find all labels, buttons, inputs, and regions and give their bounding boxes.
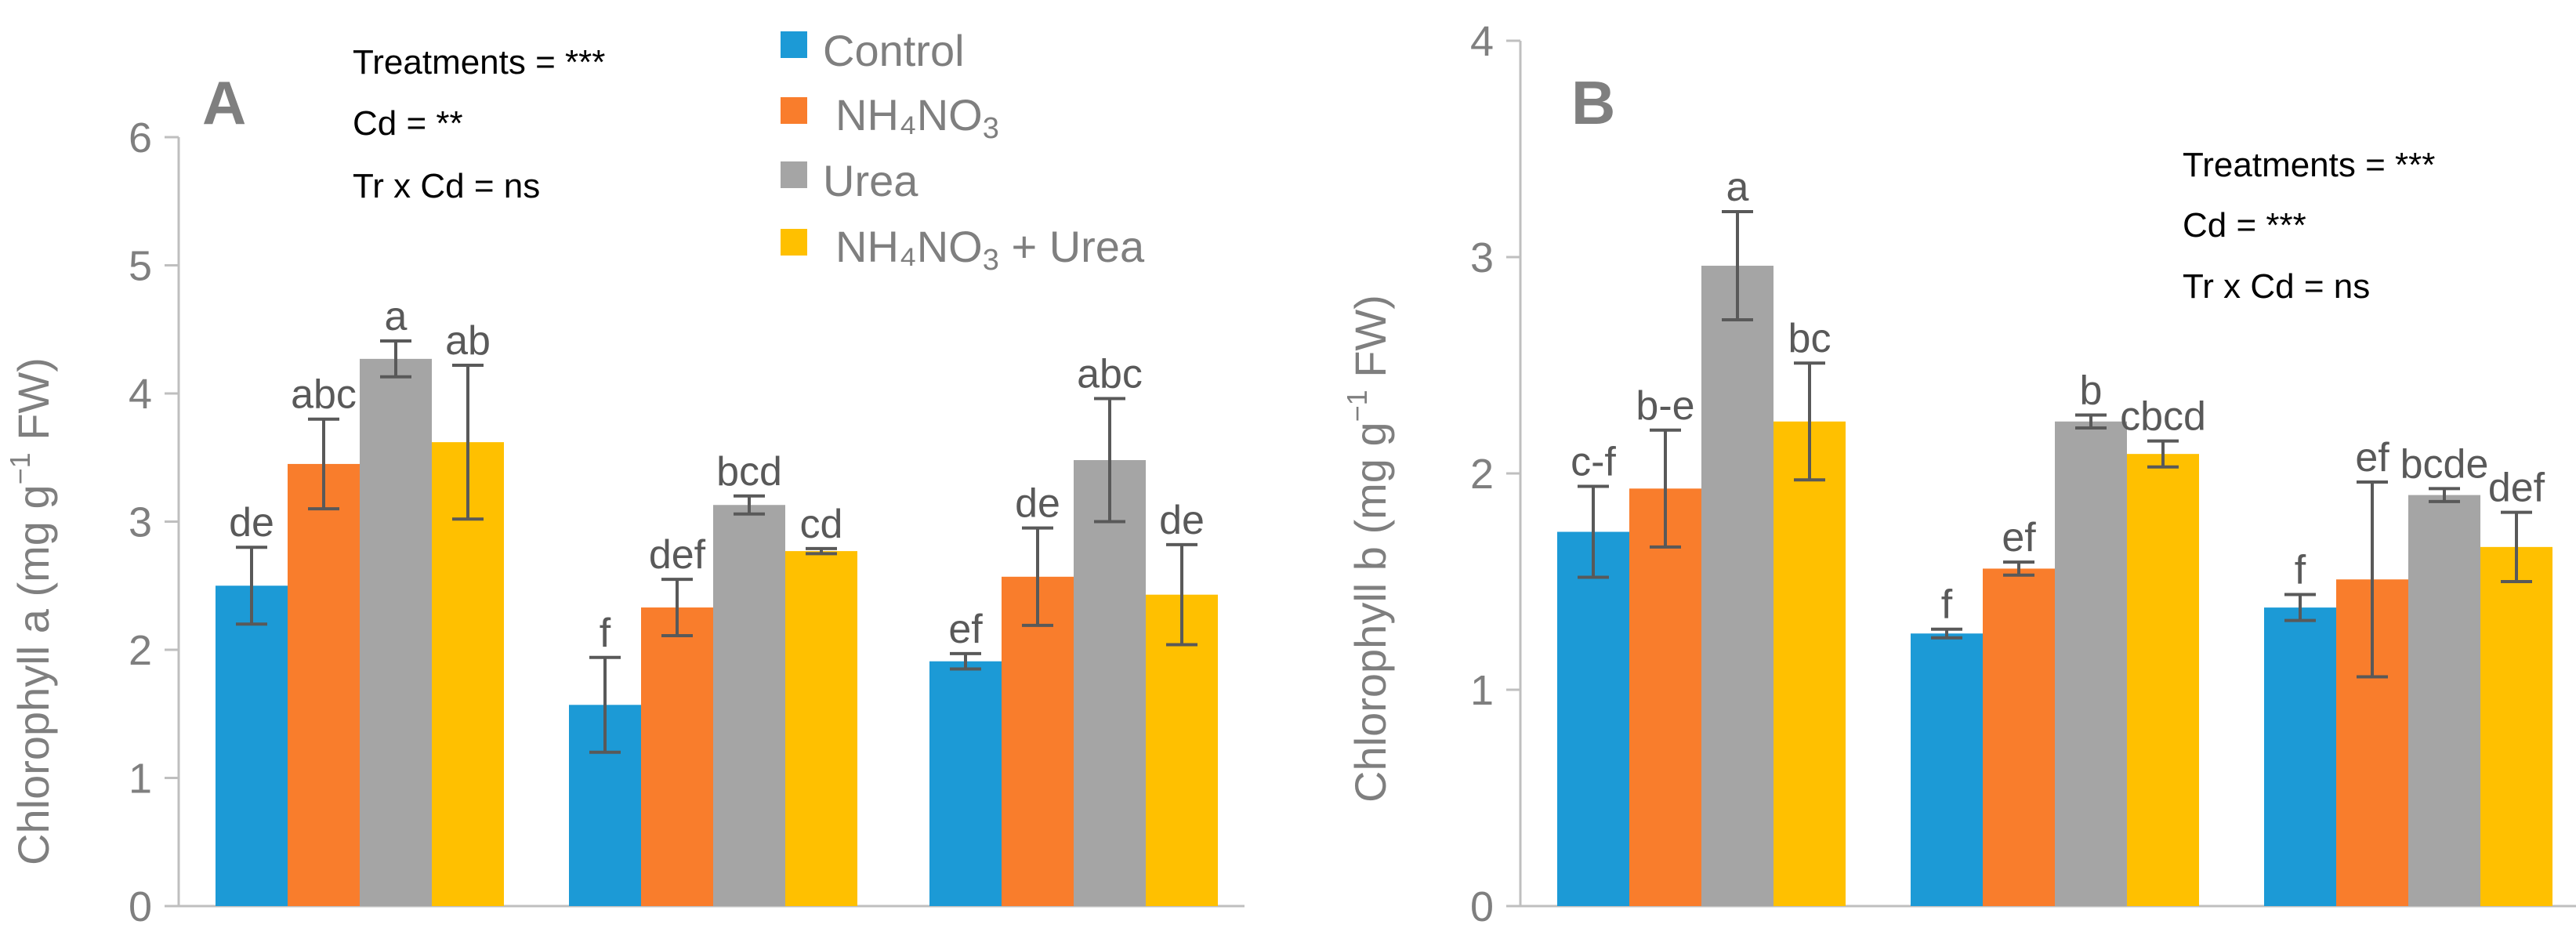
panel-a-significance-letter: ab bbox=[445, 318, 491, 364]
legend-label-urea: Urea bbox=[823, 156, 918, 205]
panel-b-bar bbox=[2127, 454, 2199, 906]
panel-b-significance-letter: bcde bbox=[2400, 441, 2489, 487]
panel-a-significance-letter: de bbox=[229, 500, 274, 546]
panel-a-bar bbox=[1002, 576, 1074, 906]
panel-b-stat-interaction: Tr x Cd = ns bbox=[2183, 267, 2370, 306]
panel-b-stat-cd: Cd = *** bbox=[2183, 206, 2306, 245]
panel-b-bar bbox=[1773, 421, 1846, 906]
panel-a-significance-letter: ef bbox=[948, 607, 983, 652]
panel-b-bar bbox=[1557, 531, 1629, 906]
panel-a-y-tick-label: 5 bbox=[129, 243, 152, 290]
panel-b-y-tick-label: 3 bbox=[1470, 234, 1494, 281]
panel-a-significance-letter: bcd bbox=[716, 449, 782, 495]
panel-b-y-tick-label: 4 bbox=[1470, 18, 1494, 65]
panel-a-y-tick-label: 1 bbox=[129, 756, 152, 803]
panel-a-bar bbox=[1074, 460, 1146, 906]
panel-b-bar bbox=[1629, 488, 1701, 906]
panel-a-significance-letter: de bbox=[1159, 498, 1205, 543]
panel-a-bar bbox=[216, 586, 288, 906]
panel-b: B Chlorophyll b (mg g−1 FW) 0 1 2 3 4 c-f f f b… bbox=[1341, 18, 2576, 930]
panel-a-significance-letter: abc bbox=[1077, 352, 1143, 397]
legend: Control NH₄NO3 Urea NH₄NO3 + Urea bbox=[781, 26, 1145, 277]
panel-b-letter: B bbox=[1571, 68, 1615, 137]
panel-b-significance-letter: f bbox=[1941, 582, 1953, 628]
panel-a-letter: A bbox=[202, 68, 246, 137]
panel-b-significance-letter: c-f bbox=[1571, 440, 1616, 485]
panel-b-bar bbox=[2480, 546, 2552, 906]
legend-label-nh4no3-urea: NH₄NO3 + Urea bbox=[835, 222, 1145, 277]
panel-a-stat-interaction: Tr x Cd = ns bbox=[353, 167, 540, 205]
legend-label-nh4no3: NH₄NO3 bbox=[835, 90, 999, 145]
panel-b-y-axis-title: Chlorophyll b (mg g−1 FW) bbox=[1341, 295, 1395, 803]
panel-b-stats: Treatments = *** Cd = *** Tr x Cd = ns bbox=[2183, 146, 2435, 306]
panel-a-bar bbox=[713, 505, 785, 906]
panel-a-bar bbox=[641, 607, 713, 906]
panel-b-bar bbox=[2055, 421, 2127, 906]
panel-a-y-tick-label: 0 bbox=[129, 883, 152, 930]
panel-a-significance-letter: abc bbox=[291, 372, 357, 418]
panel-a-bar bbox=[360, 358, 432, 907]
panel-b-bar bbox=[1911, 633, 1983, 906]
panel-b-significance-letter: b-e bbox=[1636, 383, 1694, 429]
panel-a-y-tick-label: 6 bbox=[129, 114, 152, 161]
legend-swatch-nh4no3-urea bbox=[781, 229, 807, 256]
panel-b-stat-treatments: Treatments = *** bbox=[2183, 146, 2435, 184]
panel-a-significance-letter: def bbox=[649, 532, 706, 578]
panel-a-stat-cd: Cd = ** bbox=[353, 104, 463, 143]
panel-a-bar bbox=[1146, 594, 1218, 906]
panel-b-significance-letter: bc bbox=[1788, 316, 1831, 361]
panel-b-y-tick-label: 1 bbox=[1470, 667, 1494, 714]
panel-a-significance-letter: de bbox=[1015, 481, 1060, 527]
panel-a-stat-treatments: Treatments = *** bbox=[353, 43, 605, 82]
legend-label-control: Control bbox=[823, 26, 965, 75]
panel-b-bar bbox=[1701, 266, 1773, 906]
panel-b-significance-letter: cbcd bbox=[2120, 394, 2206, 440]
panel-a-bar bbox=[929, 661, 1002, 906]
panel-b-significance-letter: ef bbox=[2355, 435, 2389, 480]
panel-a-significance-letter: cd bbox=[800, 502, 843, 547]
panel-b-bars: c-f f f b-e ef ef a b bcde bc cbcd def bbox=[1557, 165, 2552, 906]
panel-a-stats: Treatments = *** Cd = ** Tr x Cd = ns bbox=[353, 43, 605, 205]
panel-b-bar bbox=[1983, 568, 2055, 906]
legend-swatch-urea bbox=[781, 161, 807, 188]
panel-b-significance-letter: a bbox=[1726, 165, 1749, 210]
panel-b-significance-letter: ef bbox=[2002, 515, 2036, 560]
panel-b-significance-letter: b bbox=[2080, 368, 2103, 413]
panel-b-bar bbox=[2408, 495, 2480, 906]
panel-b-y-tick-label: 0 bbox=[1470, 883, 1494, 930]
legend-swatch-nh4no3 bbox=[781, 97, 807, 124]
panel-b-significance-letter: def bbox=[2488, 466, 2545, 511]
panel-a-bar bbox=[288, 463, 360, 906]
legend-swatch-control bbox=[781, 31, 807, 58]
panel-b-significance-letter: f bbox=[2295, 548, 2306, 593]
panel-b-y-tick-label: 2 bbox=[1470, 451, 1494, 498]
panel-a-bar bbox=[785, 551, 857, 906]
panel-a-significance-letter: f bbox=[600, 611, 611, 656]
panel-a-y-tick-label: 4 bbox=[129, 371, 152, 418]
panel-a-y-axis-title: Chlorophyll a (mg g−1 FW) bbox=[4, 357, 58, 865]
panel-b-bar bbox=[2264, 607, 2336, 906]
panel-a-y-tick-label: 2 bbox=[129, 627, 152, 674]
panel-a-significance-letter: a bbox=[385, 294, 408, 339]
panel-a-y-tick-label: 3 bbox=[129, 499, 152, 546]
